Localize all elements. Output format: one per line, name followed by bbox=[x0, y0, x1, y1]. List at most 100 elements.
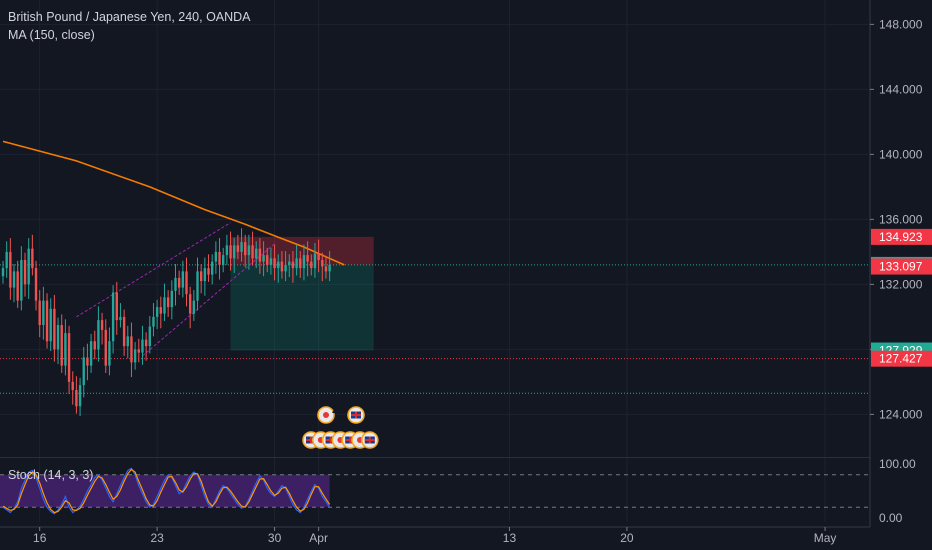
candle-body bbox=[185, 271, 188, 295]
price-tick-label: 148.000 bbox=[879, 17, 923, 31]
price-tick-label: 136.000 bbox=[879, 212, 923, 226]
candle-body bbox=[214, 251, 218, 262]
candle-body bbox=[93, 341, 96, 350]
candle-body bbox=[269, 258, 273, 265]
candle-body bbox=[53, 308, 56, 350]
candle-body bbox=[23, 260, 27, 285]
price-axis[interactable]: 148.000144.000140.000136.000132.000128.0… bbox=[869, 0, 932, 527]
candle-body bbox=[291, 261, 295, 269]
candle-body bbox=[233, 245, 236, 259]
time-tick-label: May bbox=[814, 531, 837, 545]
candle-body bbox=[251, 245, 254, 259]
candle-body bbox=[27, 248, 30, 285]
candle-body bbox=[67, 333, 71, 382]
candle-body bbox=[12, 271, 16, 288]
stoch-tick-label: 100.00 bbox=[879, 457, 916, 471]
price-label: 134.923 bbox=[879, 230, 923, 244]
candle-body bbox=[42, 300, 45, 325]
candle-body bbox=[137, 349, 140, 353]
candle-body bbox=[163, 297, 166, 314]
candle-body bbox=[34, 268, 38, 301]
candle-body bbox=[141, 339, 144, 353]
candle-body bbox=[56, 325, 60, 350]
event-marker: 2 bbox=[317, 405, 338, 424]
candle-body bbox=[225, 245, 229, 256]
candle-body bbox=[207, 268, 210, 275]
candle-body bbox=[299, 258, 302, 269]
stoch-legend[interactable]: Stoch (14, 3, 3) bbox=[8, 468, 94, 482]
candle-body bbox=[192, 300, 196, 314]
candle-body bbox=[133, 349, 137, 363]
candle-body bbox=[328, 264, 331, 272]
candle-body bbox=[255, 248, 258, 259]
candle-body bbox=[144, 339, 148, 347]
wedge-line bbox=[76, 222, 231, 318]
candle-body bbox=[75, 390, 78, 407]
candle-body bbox=[119, 316, 122, 321]
candle-body bbox=[247, 245, 251, 256]
candle-body bbox=[262, 255, 265, 262]
price-label-box bbox=[871, 350, 932, 367]
time-tick-label: 13 bbox=[503, 531, 517, 545]
take-profit-zone bbox=[230, 264, 374, 351]
short-position-tool[interactable] bbox=[230, 236, 374, 351]
candle-body bbox=[306, 255, 309, 262]
time-tick-label: 16 bbox=[33, 531, 47, 545]
candle-body bbox=[166, 297, 170, 308]
candle-body bbox=[60, 325, 63, 366]
event-count: 2 bbox=[332, 405, 338, 416]
price-tick-label: 144.000 bbox=[879, 82, 923, 96]
candle-body bbox=[280, 261, 284, 272]
candle-body bbox=[49, 308, 52, 342]
candle-body bbox=[71, 381, 74, 390]
candle-body bbox=[89, 341, 93, 366]
candle-body bbox=[181, 271, 185, 288]
horizontal-lines[interactable] bbox=[0, 264, 870, 394]
candle-body bbox=[302, 255, 306, 269]
candle-body bbox=[199, 271, 203, 282]
candle-body bbox=[236, 245, 240, 252]
candle-body bbox=[9, 251, 12, 288]
ma-legend[interactable]: MA (150, close) bbox=[8, 28, 95, 42]
symbol-legend[interactable]: British Pound / Japanese Yen, 240, OANDA bbox=[8, 10, 251, 24]
price-tick-label: 140.000 bbox=[879, 147, 923, 161]
stoch-tick-label: 0.00 bbox=[879, 511, 903, 525]
candle-body bbox=[100, 320, 104, 330]
candle-body bbox=[126, 336, 129, 347]
candle-body bbox=[155, 307, 159, 317]
stochastic-pane bbox=[0, 467, 870, 515]
price-tick-label: 132.000 bbox=[879, 277, 923, 291]
candle-body bbox=[324, 266, 328, 272]
rising-wedge[interactable] bbox=[76, 222, 275, 357]
candle-body bbox=[244, 242, 247, 256]
time-tick-label: 23 bbox=[150, 531, 164, 545]
candle-body bbox=[148, 326, 151, 347]
economic-events[interactable]: 23243 bbox=[302, 405, 379, 449]
candle-body bbox=[317, 253, 320, 260]
candle-body bbox=[159, 307, 163, 314]
candle-body bbox=[188, 294, 192, 314]
candle-body bbox=[86, 357, 89, 366]
candle-body bbox=[203, 268, 207, 282]
candle-body bbox=[174, 277, 177, 291]
candle-body bbox=[284, 264, 287, 272]
candle-body bbox=[115, 292, 118, 321]
candle-body bbox=[240, 242, 243, 252]
candle-body bbox=[38, 300, 41, 325]
candle-body bbox=[64, 333, 67, 366]
stoch-d-line bbox=[2, 468, 331, 514]
time-axis[interactable]: 162330Apr1320May1118 bbox=[0, 526, 932, 545]
event-marker bbox=[347, 406, 365, 424]
candlesticks bbox=[1, 228, 331, 416]
candle-body bbox=[288, 261, 291, 265]
candle-body bbox=[20, 260, 23, 301]
candle-body bbox=[45, 300, 49, 342]
jp-flag-icon bbox=[323, 412, 329, 418]
candle-body bbox=[122, 316, 126, 347]
candle-body bbox=[170, 290, 174, 308]
candle-body bbox=[16, 271, 19, 301]
candle-body bbox=[108, 341, 111, 366]
candle-body bbox=[310, 261, 313, 269]
